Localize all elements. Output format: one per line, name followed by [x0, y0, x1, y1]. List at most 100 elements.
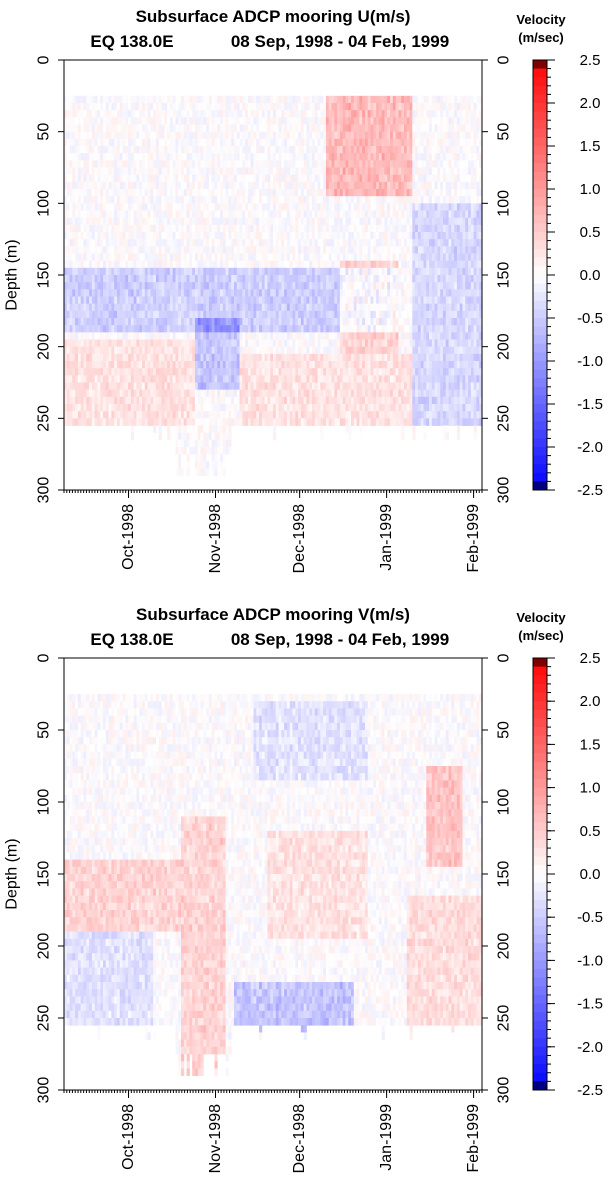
heatmap-cell: [259, 95, 263, 104]
heatmap-cell: [278, 117, 282, 125]
heatmap-cell: [103, 289, 107, 297]
heatmap-cell: [306, 253, 310, 262]
heatmap-cell: [259, 296, 263, 305]
heatmap-cell: [267, 196, 271, 204]
heatmap-cell: [312, 196, 316, 204]
heatmap-cell: [351, 95, 355, 104]
heatmap-cell: [203, 368, 207, 376]
heatmap-cell: [264, 339, 268, 348]
heatmap-cell: [314, 146, 318, 154]
heatmap-cell: [289, 210, 293, 219]
heatmap-cell: [144, 260, 148, 269]
heatmap-cell: [183, 167, 188, 176]
heatmap-cell: [334, 267, 338, 276]
heatmap-cell: [91, 203, 96, 211]
heatmap-cell: [116, 325, 121, 333]
heatmap-cell: [142, 203, 146, 211]
heatmap-cell: [298, 396, 302, 405]
heatmap-cell: [72, 260, 76, 269]
heatmap-cell: [181, 217, 185, 226]
heatmap-cell: [267, 110, 271, 118]
heatmap-cell: [186, 95, 190, 104]
heatmap-cell: [208, 325, 213, 333]
heatmap-cell: [144, 346, 148, 355]
heatmap-cell: [194, 282, 199, 290]
heatmap-cell: [220, 95, 224, 104]
heatmap-cell: [242, 246, 246, 254]
heatmap-cell: [231, 325, 235, 333]
heatmap-cell: [270, 361, 274, 369]
heatmap-cell: [303, 404, 307, 412]
heatmap-cell: [303, 289, 307, 297]
heatmap-cell: [312, 253, 316, 262]
heatmap-cell: [86, 110, 90, 118]
heatmap-cell: [200, 332, 204, 340]
heatmap-cell: [286, 361, 291, 369]
heatmap-cell: [331, 232, 335, 240]
heatmap-cell: [214, 203, 218, 211]
heatmap-cell: [325, 303, 330, 312]
heatmap-cell: [228, 310, 232, 319]
heatmap-cell: [197, 217, 201, 226]
heatmap-cell: [278, 110, 282, 118]
heatmap-cell: [80, 232, 84, 240]
heatmap-cell: [119, 353, 123, 362]
heatmap-cell: [69, 160, 73, 168]
heatmap-cell: [220, 131, 224, 140]
heatmap-cell: [181, 146, 185, 154]
heatmap-cell: [169, 353, 174, 362]
heatmap-cell: [348, 310, 352, 319]
heatmap-cell: [100, 210, 104, 219]
heatmap-cell: [222, 382, 227, 391]
heatmap-cell: [122, 217, 126, 226]
heatmap-cell: [91, 375, 96, 383]
heatmap-cell: [197, 210, 201, 219]
heatmap-cell: [158, 110, 162, 118]
heatmap-cell: [133, 138, 137, 147]
heatmap-cell: [66, 296, 70, 305]
heatmap-cell: [77, 189, 82, 197]
heatmap-cell: [222, 246, 227, 254]
heatmap-cell: [259, 189, 263, 197]
heatmap-cell: [83, 275, 87, 283]
heatmap-cell: [351, 275, 355, 283]
heatmap-cell: [139, 239, 143, 247]
heatmap-cell: [208, 189, 213, 197]
heatmap-cell: [175, 95, 179, 104]
heatmap-cell: [292, 253, 296, 262]
heatmap-cell: [292, 396, 296, 405]
heatmap-cell: [100, 103, 104, 111]
heatmap-cell: [105, 404, 109, 412]
heatmap-cell: [130, 353, 135, 362]
heatmap-cell: [130, 425, 135, 434]
heatmap-cell: [89, 332, 93, 340]
heatmap-cell: [300, 217, 305, 226]
heatmap-cell: [242, 368, 246, 376]
heatmap-cell: [337, 404, 341, 412]
heatmap-cell: [312, 224, 316, 233]
heatmap-cell: [217, 246, 221, 254]
heatmap-cell: [139, 210, 143, 219]
heatmap-cell: [342, 217, 346, 226]
heatmap-cell: [116, 210, 121, 219]
heatmap-cell: [317, 181, 321, 190]
heatmap-cell: [172, 189, 176, 197]
heatmap-cell: [133, 353, 137, 362]
heatmap-cell: [348, 131, 352, 140]
heatmap-cell: [208, 260, 213, 269]
heatmap-cell: [194, 425, 199, 434]
heatmap-cell: [214, 461, 218, 469]
heatmap-cell: [150, 110, 154, 118]
heatmap-cell: [225, 232, 229, 240]
heatmap-cell: [275, 103, 279, 111]
heatmap-cell: [317, 103, 321, 111]
heatmap-cell: [64, 396, 68, 405]
heatmap-cell: [317, 411, 321, 419]
heatmap-cell: [128, 103, 132, 111]
heatmap-cell: [259, 275, 263, 283]
heatmap-cell: [273, 346, 277, 355]
heatmap-cell: [153, 275, 157, 283]
heatmap-cell: [231, 267, 235, 276]
heatmap-cell: [155, 289, 160, 297]
heatmap-cell: [80, 153, 84, 161]
